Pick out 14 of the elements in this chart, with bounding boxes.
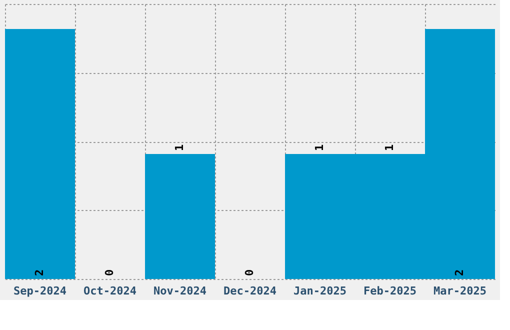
data-label: 1	[383, 144, 396, 151]
data-label: 0	[243, 269, 256, 276]
x-tick-label: Feb-2025	[364, 284, 416, 298]
x-tick-label: Nov-2024	[154, 284, 207, 298]
x-tick-label: Mar-2025	[434, 284, 486, 298]
data-label: 1	[313, 144, 326, 151]
x-tick-label: Sep-2024	[14, 284, 67, 298]
data-label: 1	[173, 144, 186, 151]
data-label: 2	[453, 269, 466, 276]
x-tick-label: Jan-2025	[294, 284, 346, 298]
data-label: 0	[103, 269, 116, 276]
data-label: 2	[33, 269, 46, 276]
x-tick-label: Oct-2024	[84, 284, 137, 298]
x-tick-label: Dec-2024	[224, 284, 277, 298]
